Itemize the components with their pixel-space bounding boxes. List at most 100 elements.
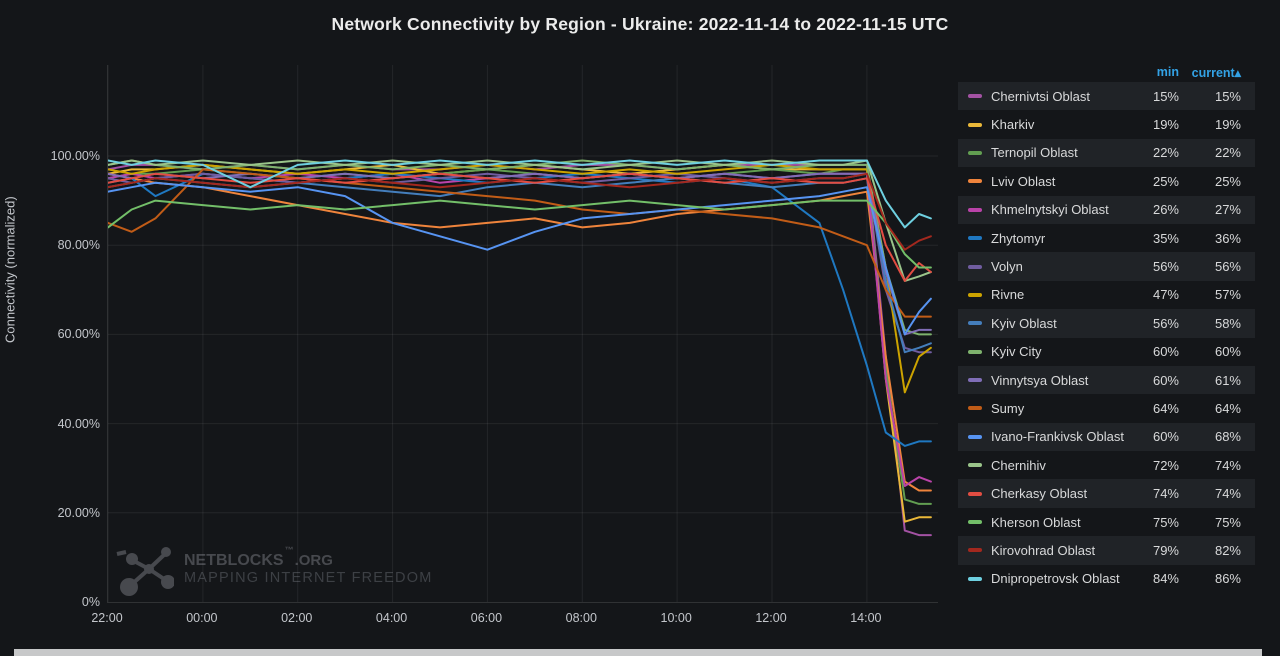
series-line[interactable]: [108, 181, 932, 336]
series-min-value: 56%: [1152, 259, 1179, 275]
x-tick-label: 08:00: [565, 611, 597, 625]
series-name[interactable]: Kherson Oblast: [991, 514, 1081, 530]
legend-row[interactable]: Lviv Oblast 25% 25%: [958, 167, 1255, 195]
series-name[interactable]: Zhytomyr: [991, 230, 1046, 246]
series-color-swatch[interactable]: [968, 491, 982, 496]
x-tick-label: 02:00: [281, 611, 313, 625]
series-name[interactable]: Khmelnytskyi Oblast: [991, 202, 1109, 218]
series-name[interactable]: Chernivtsi Oblast: [991, 88, 1090, 104]
series-name[interactable]: Sumy: [991, 400, 1025, 416]
series-line[interactable]: [108, 199, 932, 269]
series-min-value: 15%: [1152, 88, 1179, 104]
series-current-value: 58%: [1214, 315, 1241, 331]
legend-sort-current[interactable]: current▴: [1191, 65, 1241, 80]
series-name[interactable]: Vinnytsya Oblast: [991, 372, 1089, 388]
series-name[interactable]: Ivano-Frankivsk Oblast: [991, 429, 1124, 445]
legend-row[interactable]: Kyiv City 60% 60%: [958, 338, 1255, 366]
chart-plot-area[interactable]: [107, 65, 938, 603]
series-color-swatch[interactable]: [968, 264, 982, 269]
x-tick-label: 12:00: [755, 611, 787, 625]
series-line[interactable]: [108, 172, 932, 282]
chart-canvas[interactable]: [108, 65, 938, 602]
legend-row[interactable]: Kharkiv 19% 19%: [958, 110, 1255, 138]
series-name[interactable]: Rivne: [991, 287, 1025, 303]
series-color-swatch[interactable]: [968, 122, 982, 127]
series-min-value: 22%: [1152, 145, 1179, 161]
legend-row[interactable]: Vinnytsya Oblast 60% 61%: [958, 365, 1255, 395]
series-color-swatch[interactable]: [968, 179, 982, 184]
legend-row[interactable]: Cherkasy Oblast 74% 74%: [958, 479, 1255, 508]
series-name[interactable]: Chernihiv: [991, 457, 1046, 473]
series-color-swatch[interactable]: [968, 463, 982, 468]
series-line[interactable]: [108, 159, 932, 336]
legend-row[interactable]: Ternopil Oblast 22% 22%: [958, 138, 1255, 168]
series-line[interactable]: [108, 172, 932, 354]
series-current-value: 86%: [1214, 571, 1241, 587]
legend-row[interactable]: Volyn 56% 56%: [958, 252, 1255, 281]
series-name[interactable]: Lviv Oblast: [991, 173, 1056, 189]
legend-sort-min[interactable]: min: [1156, 65, 1179, 79]
series-color-swatch[interactable]: [968, 321, 982, 326]
series-line[interactable]: [108, 177, 932, 354]
panel-title[interactable]: Network Connectivity by Region - Ukraine…: [331, 14, 949, 34]
series-name[interactable]: Kirovohrad Oblast: [991, 542, 1096, 558]
series-min-value: 25%: [1152, 173, 1179, 189]
trademark-symbol: ™: [284, 545, 294, 555]
legend-row[interactable]: Chernihiv 72% 74%: [958, 451, 1255, 479]
legend-table: min current▴ Chernivtsi Oblast 15% 15% Khar…: [958, 62, 1255, 593]
series-color-swatch[interactable]: [968, 94, 982, 99]
series-color-swatch[interactable]: [968, 150, 982, 155]
series-color-swatch[interactable]: [968, 576, 982, 581]
series-line[interactable]: [108, 172, 932, 251]
series-color-swatch[interactable]: [968, 434, 982, 439]
series-current-value: 15%: [1214, 88, 1241, 104]
series-name[interactable]: Volyn: [991, 259, 1023, 275]
series-min-value: 19%: [1152, 117, 1179, 133]
series-current-value: 82%: [1214, 542, 1241, 558]
legend-row[interactable]: Dnipropetrovsk Oblast 84% 86%: [958, 565, 1255, 593]
series-color-swatch[interactable]: [968, 236, 982, 241]
series-color-swatch[interactable]: [968, 548, 982, 553]
y-tick-label: 20.00%: [57, 505, 100, 520]
series-color-swatch[interactable]: [968, 520, 982, 525]
series-current-value: 22%: [1214, 145, 1241, 161]
series-color-swatch[interactable]: [968, 349, 982, 354]
series-name[interactable]: Dnipropetrovsk Oblast: [991, 571, 1120, 587]
series-name[interactable]: Kharkiv: [991, 117, 1035, 133]
y-tick-label: 40.00%: [57, 416, 100, 431]
legend-row[interactable]: Kirovohrad Oblast 79% 82%: [958, 536, 1255, 565]
legend-row[interactable]: Rivne 47% 57%: [958, 281, 1255, 309]
watermark-tagline: MAPPING INTERNET FREEDOM: [184, 570, 433, 586]
series-color-swatch[interactable]: [968, 207, 982, 212]
legend-row[interactable]: Ivano-Frankivsk Oblast 60% 68%: [958, 422, 1255, 452]
series-min-value: 74%: [1152, 486, 1179, 502]
sort-asc-icon: ▴: [1234, 65, 1241, 80]
legend-row[interactable]: Zhytomyr 35% 36%: [958, 224, 1255, 252]
series-line[interactable]: [108, 163, 932, 523]
bottom-scrollbar[interactable]: [14, 649, 1262, 656]
legend-row[interactable]: Chernivtsi Oblast 15% 15%: [958, 82, 1255, 111]
series-color-swatch[interactable]: [968, 292, 982, 297]
series-name[interactable]: Kyiv Oblast: [991, 315, 1057, 331]
series-color-swatch[interactable]: [968, 406, 982, 411]
legend-row[interactable]: Khmelnytskyi Oblast 26% 27%: [958, 195, 1255, 224]
legend-row[interactable]: Kyiv Oblast 56% 58%: [958, 309, 1255, 338]
series-line[interactable]: [108, 159, 932, 229]
series-line[interactable]: [108, 168, 932, 318]
x-tick-label: 14:00: [850, 611, 882, 625]
series-color-swatch[interactable]: [968, 378, 982, 383]
x-tick-label: 22:00: [91, 611, 123, 625]
legend-row[interactable]: Kherson Oblast 75% 75%: [958, 508, 1255, 536]
series-min-value: 26%: [1152, 202, 1179, 218]
y-tick-label: 0%: [81, 595, 100, 609]
series-name[interactable]: Kyiv City: [991, 344, 1042, 360]
series-line[interactable]: [108, 172, 932, 447]
series-line[interactable]: [108, 172, 932, 492]
series-name[interactable]: Ternopil Oblast: [991, 145, 1078, 161]
series-name[interactable]: Cherkasy Oblast: [991, 486, 1088, 502]
legend-row[interactable]: Sumy 64% 64%: [958, 394, 1255, 422]
series-line[interactable]: [108, 159, 932, 282]
series-current-value: 19%: [1214, 117, 1241, 133]
series-min-value: 35%: [1152, 230, 1179, 246]
